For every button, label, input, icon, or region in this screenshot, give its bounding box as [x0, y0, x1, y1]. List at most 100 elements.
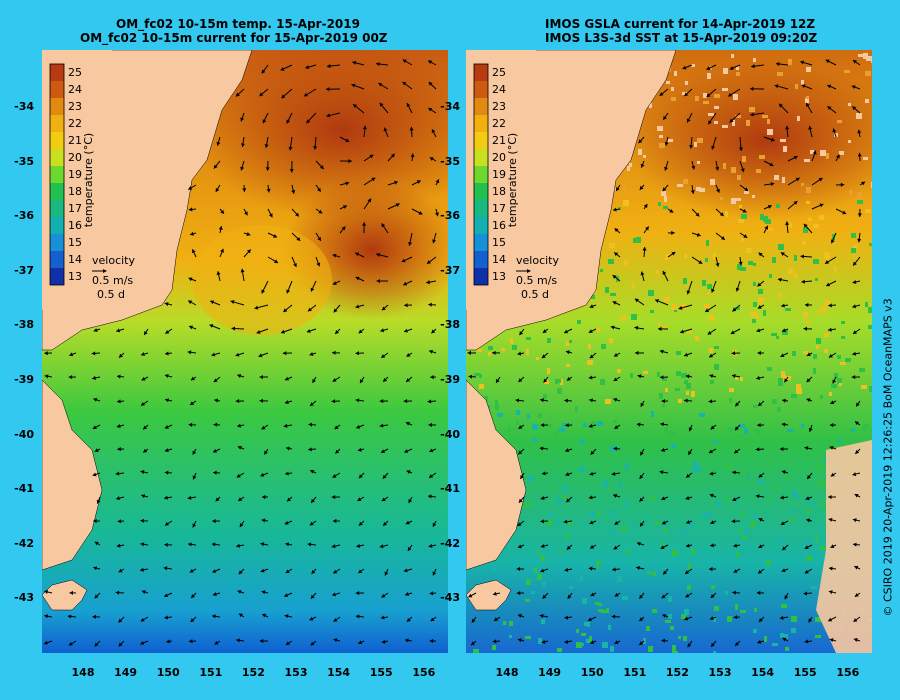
colorbar-tick: 18	[68, 185, 82, 198]
colorbar-tick: 22	[492, 117, 506, 130]
colorbar-swatch	[50, 149, 64, 166]
lon-tick-label: 156	[836, 666, 860, 679]
lat-tick-label: -38	[440, 318, 460, 332]
colorbar-tick: 23	[68, 100, 82, 113]
lat-tick-label: -35	[14, 154, 34, 168]
lat-tick-label: -42	[440, 536, 460, 550]
lat-tick-label: -36	[440, 209, 460, 223]
velocity-legend-title: velocity	[92, 254, 135, 267]
right-colorbar: 25 24 23 22 21 20 19 18 17 16 15 14 13 temperature (°…	[466, 50, 559, 310]
lon-tick-label: 155	[369, 666, 393, 679]
colorbar-swatch	[50, 234, 64, 251]
colorbar-swatch	[474, 166, 488, 183]
lon-tick-label: 154	[751, 666, 775, 679]
colorbar-swatch	[50, 132, 64, 149]
colorbar-tick: 25	[492, 66, 506, 79]
colorbar-tick: 16	[492, 219, 506, 232]
colorbar-tick: 24	[68, 83, 82, 96]
lon-tick-label: 149	[538, 666, 562, 679]
lat-tick-label: -37	[14, 263, 34, 277]
colorbar-swatch	[474, 115, 488, 132]
colorbar-tick: 21	[68, 134, 82, 147]
right-title-line1: IMOS GSLA current for 14-Apr-2019 12Z	[545, 17, 816, 31]
lat-tick-label: -42	[14, 536, 34, 550]
lat-tick-label: -43	[14, 591, 34, 605]
lat-tick-label: -39	[14, 373, 34, 386]
colorbar-tick: 14	[492, 253, 506, 266]
velocity-legend-title: velocity	[516, 254, 559, 267]
right-title-line2: IMOS L3S-3d SST at 15-Apr-2019 09:20Z	[545, 31, 818, 45]
lon-tick-label: 156	[412, 666, 436, 679]
colorbar-tick: 17	[492, 202, 506, 215]
colorbar-swatch	[50, 268, 64, 285]
lon-tick-label: 154	[327, 666, 351, 679]
colorbar-tick: 15	[492, 236, 506, 249]
colorbar-swatch	[50, 217, 64, 234]
colorbar-tick: 18	[492, 185, 506, 198]
credit-text: © CSIRO 2019 20-Apr-2019 12:26:25 BoM Oc…	[881, 298, 895, 617]
colorbar-swatch	[474, 81, 488, 98]
colorbar-swatch	[50, 251, 64, 268]
lon-tick-label: 155	[793, 666, 817, 679]
lon-tick-label: 149	[114, 666, 138, 679]
lon-tick-label: 148	[71, 666, 95, 679]
velocity-legend-duration: 0.5 d	[521, 288, 549, 301]
colorbar-tick: 23	[492, 100, 506, 113]
lat-tick-label: -34	[14, 100, 34, 113]
colorbar-tick: 24	[492, 83, 506, 96]
colorbar-swatch	[50, 115, 64, 132]
colorbar-swatch	[474, 183, 488, 200]
velocity-legend-speed: 0.5 m/s	[516, 274, 557, 287]
lon-tick-label: 151	[199, 666, 223, 679]
lat-tick-label: -35	[440, 154, 460, 168]
colorbar-label: temperature (°C)	[82, 133, 95, 227]
lat-tick-label: -34	[440, 100, 460, 113]
colorbar-tick: 20	[492, 151, 506, 164]
colorbar-tick: 19	[68, 168, 82, 181]
lon-tick-label: 152	[665, 666, 689, 679]
colorbar-swatch	[50, 183, 64, 200]
lon-tick-label: 151	[623, 666, 647, 679]
colorbar-swatch	[474, 98, 488, 115]
colorbar-swatch	[50, 166, 64, 183]
colorbar-tick: 16	[68, 219, 82, 232]
colorbar-swatch	[474, 234, 488, 251]
left-title-line2: OM_fc02 10-15m current for 15-Apr-2019 0…	[80, 31, 388, 45]
colorbar-tick: 13	[492, 270, 506, 283]
lat-tick-label: -36	[14, 209, 34, 223]
colorbar-swatch	[474, 251, 488, 268]
lon-tick-label: 150	[156, 666, 180, 679]
colorbar-tick: 17	[68, 202, 82, 215]
colorbar-tick: 19	[492, 168, 506, 181]
colorbar-swatch	[50, 81, 64, 98]
lon-tick-label: 153	[708, 666, 732, 679]
colorbar-swatch	[474, 132, 488, 149]
lon-tick-label: 150	[580, 666, 604, 679]
colorbar-swatch	[474, 200, 488, 217]
colorbar-swatch	[474, 149, 488, 166]
lat-tick-label: -37	[440, 263, 460, 277]
colorbar-swatch	[474, 64, 488, 81]
lat-tick-label: -38	[14, 318, 34, 332]
lat-tick-label: -40	[14, 427, 34, 441]
left-colorbar: 25 24 23 22 21 20 19 18 17 16 15 14 13 temperature (°…	[42, 50, 135, 310]
colorbar-tick: 25	[68, 66, 82, 79]
lon-tick-label: 148	[495, 666, 519, 679]
left-map-panel: 25 24 23 22 21 20 19 18 17 16 15 14 13 temperature (°…	[42, 50, 448, 653]
right-map-svg: 25 24 23 22 21 20 19 18 17 16 15 14 13 temperature (°…	[466, 50, 872, 653]
colorbar-swatch	[474, 217, 488, 234]
colorbar-label: temperature (°C)	[506, 133, 519, 227]
lat-tick-label: -41	[440, 482, 460, 496]
velocity-legend-duration: 0.5 d	[97, 288, 125, 301]
colorbar-swatch	[50, 64, 64, 81]
colorbar-tick: 14	[68, 253, 82, 266]
lat-tick-label: -41	[14, 482, 34, 496]
colorbar-swatch	[50, 98, 64, 115]
lat-tick-label: -40	[440, 427, 460, 441]
left-current-arrows	[43, 59, 440, 647]
colorbar-swatch	[50, 200, 64, 217]
lat-tick-label: -39	[440, 373, 460, 386]
colorbar-tick: 21	[492, 134, 506, 147]
left-title-line1: OM_fc02 10-15m temp. 15-Apr-2019	[116, 17, 360, 31]
velocity-legend-speed: 0.5 m/s	[92, 274, 133, 287]
